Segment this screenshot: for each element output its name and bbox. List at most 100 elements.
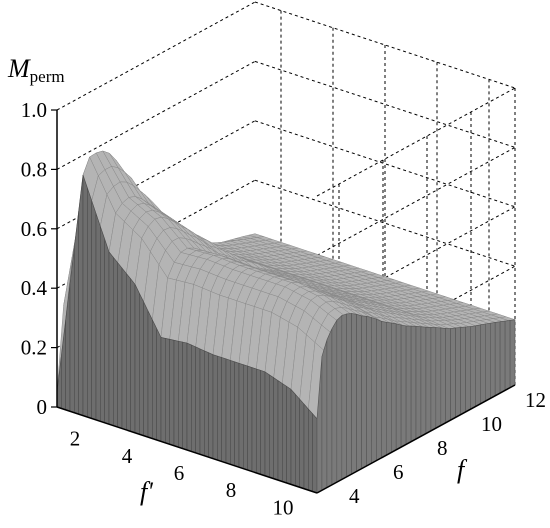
wall-segment <box>303 403 309 491</box>
wall-segment <box>484 322 491 402</box>
wall-segment <box>191 344 196 454</box>
wall-segment <box>331 319 338 486</box>
wall-segment <box>385 321 392 456</box>
z-tick-label: 0.6 <box>21 217 47 241</box>
y-axis-title: f <box>457 455 468 484</box>
wall-segment <box>312 413 318 494</box>
wall-segment <box>255 368 262 475</box>
y-tick-label: 10 <box>481 412 502 436</box>
wall-segment <box>251 367 257 474</box>
wall-segment <box>499 320 506 394</box>
wall-segment <box>121 267 127 431</box>
z-tick-labels: 0 0.2 0.4 0.6 0.8 1.0 <box>21 98 57 419</box>
wall-segment <box>356 313 362 472</box>
y-tick-label: 6 <box>393 460 404 484</box>
x-axis-line <box>56 406 318 494</box>
wall-segment <box>100 226 105 424</box>
grid-line <box>316 87 516 197</box>
wall-segment <box>182 341 188 451</box>
wall-segment <box>139 293 144 437</box>
wall-segment <box>376 318 382 462</box>
wall-segment <box>465 326 471 413</box>
wall-segment <box>221 357 227 464</box>
wall-segment <box>173 339 179 448</box>
wall-segment <box>504 320 511 391</box>
wall-segment <box>165 338 170 445</box>
z-tick-label: 1.0 <box>21 98 47 122</box>
wall-segment <box>307 408 314 493</box>
wall-segment <box>445 328 451 424</box>
wall-segment <box>268 374 275 480</box>
wall-segment <box>169 338 175 447</box>
wall-segment <box>475 324 481 408</box>
wall-segment <box>212 354 218 461</box>
y-axis-line <box>316 384 516 494</box>
wall-segment <box>217 355 222 462</box>
wall-segment <box>74 211 79 415</box>
wall-segment <box>108 251 114 427</box>
wall-segment <box>390 322 397 454</box>
wall-segment <box>260 369 266 477</box>
wall-segment <box>281 382 288 484</box>
wall-segment <box>243 364 248 471</box>
wall-segment <box>95 213 101 422</box>
wall-segment <box>126 272 131 432</box>
wall-segment <box>361 315 367 470</box>
wall-segment <box>186 342 192 452</box>
x-tick-labels: 2 4 6 8 10 <box>70 427 294 520</box>
wall-segment <box>204 350 209 458</box>
wall-segment <box>130 278 136 434</box>
grid-line <box>56 60 256 170</box>
wall-segment <box>489 322 496 400</box>
wall-segment <box>299 398 305 490</box>
wall-segment <box>405 325 412 445</box>
wall-segment <box>104 239 110 425</box>
wall-segment <box>277 380 283 482</box>
wall-segment <box>371 317 377 464</box>
wall-segment <box>286 385 292 485</box>
wall-segment <box>78 174 84 417</box>
wall-segment <box>234 361 240 468</box>
wall-segment <box>143 301 149 438</box>
grid-line <box>56 1 256 111</box>
x-tick-label: 8 <box>226 478 237 502</box>
wall-segment <box>470 325 476 410</box>
wall-segment <box>410 325 417 443</box>
grid-line <box>254 179 516 267</box>
wall-segment <box>326 328 333 489</box>
y-tick-label: 8 <box>437 436 448 460</box>
wall-segment <box>178 340 183 450</box>
wall-segment <box>91 200 97 421</box>
z-axis-title: Mperm <box>7 54 65 86</box>
wall-segment <box>273 377 279 481</box>
wall-segment <box>264 371 270 478</box>
wall-segment <box>480 323 486 405</box>
wall-segment <box>152 319 157 441</box>
grid-line <box>254 1 516 89</box>
wall-segment <box>400 324 407 448</box>
wall-segment <box>230 359 235 467</box>
x-tick-label: 4 <box>122 444 133 468</box>
x-tick-label: 10 <box>273 495 294 519</box>
wall-segment <box>113 256 118 428</box>
wall-segment <box>87 187 92 419</box>
wall-segment <box>494 321 501 397</box>
wall-segment <box>341 313 348 481</box>
wall-segment <box>117 261 123 429</box>
x-tick-label: 6 <box>174 461 185 485</box>
wall-segment <box>395 323 402 451</box>
wall-segment <box>321 339 328 491</box>
wall-segment <box>82 174 88 418</box>
wall-segment <box>208 352 214 460</box>
z-tick-label: 0.4 <box>21 276 48 300</box>
wall-segment <box>247 365 253 472</box>
z-tick-label: 0.2 <box>21 336 47 360</box>
wall-segment <box>351 313 357 475</box>
grid-line <box>254 60 516 148</box>
wall-segment <box>440 327 447 427</box>
wall-segment <box>134 284 140 435</box>
grid-line <box>316 146 516 256</box>
wall-segment <box>290 388 296 487</box>
